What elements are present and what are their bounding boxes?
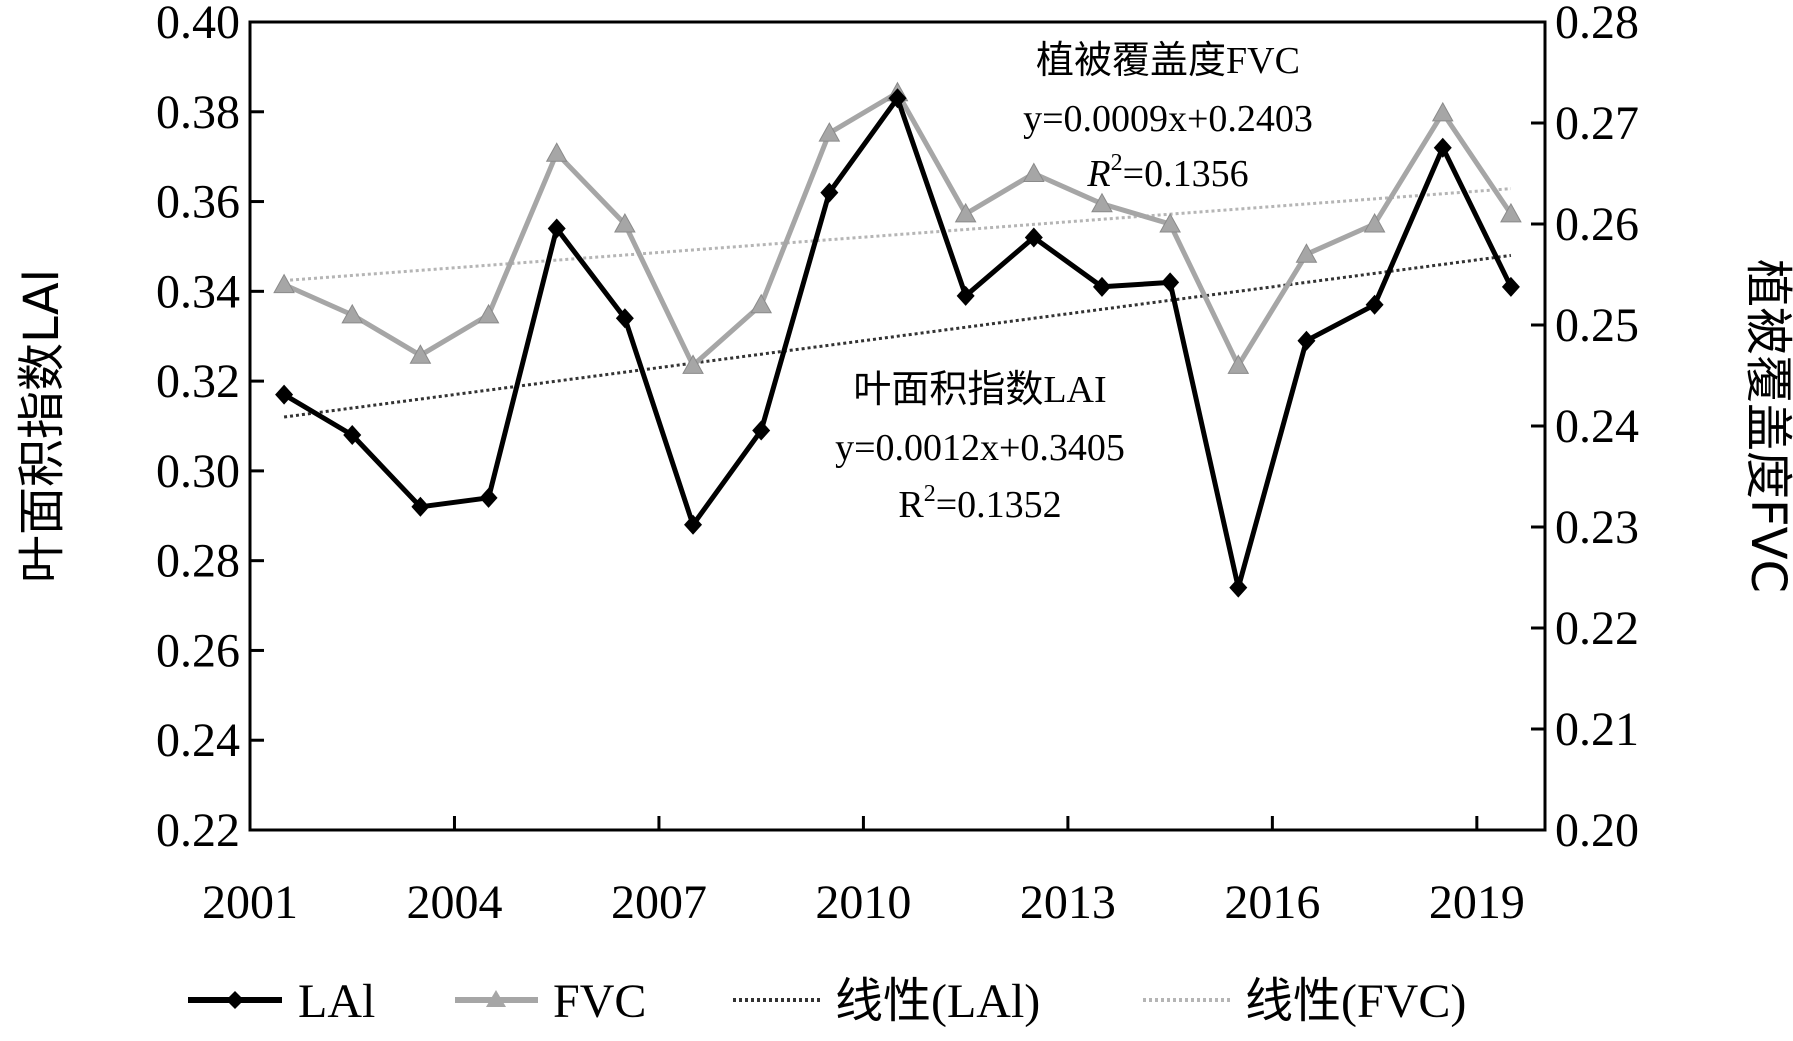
series-layer bbox=[273, 81, 1522, 598]
legend-item-lai: LAl bbox=[188, 975, 375, 1028]
lai-point-5 bbox=[615, 308, 634, 329]
fvc-point-4 bbox=[545, 142, 568, 162]
lai-point-4 bbox=[547, 218, 566, 239]
legend-item-fvc: FVC bbox=[455, 975, 646, 1028]
legend-label-linear-fvc: 线性(FVC) bbox=[1245, 975, 1466, 1028]
lai-point-17 bbox=[1433, 137, 1452, 158]
trendline-layer bbox=[283, 187, 1512, 419]
fvc-annotation-title: 植被覆盖度FVC bbox=[1036, 40, 1300, 82]
fvc-point-15 bbox=[1295, 243, 1318, 263]
lai-point-6 bbox=[684, 514, 703, 535]
fvc-point-7 bbox=[750, 293, 773, 314]
fvc-point-10 bbox=[954, 202, 977, 223]
lai-point-8 bbox=[820, 182, 839, 203]
fvc-point-8 bbox=[818, 122, 841, 142]
fvc-r-value: =0.1356 bbox=[1123, 153, 1249, 195]
fvc-point-3 bbox=[477, 303, 500, 324]
lai-annotation-title: 叶面积指数LAI bbox=[853, 369, 1106, 411]
lai-r-value: =0.1352 bbox=[936, 484, 1062, 526]
fvc-point-11 bbox=[1022, 162, 1045, 182]
fvc-point-2 bbox=[409, 344, 432, 364]
lai-r-sup: 2 bbox=[924, 481, 936, 507]
right-tick-label: 0.25 bbox=[1555, 299, 1639, 352]
legend-label-linear-lai: 线性(LAl) bbox=[835, 975, 1040, 1028]
fvc-point-17 bbox=[1431, 101, 1454, 122]
left-tick-label: 0.40 bbox=[156, 0, 240, 49]
left-tick-label: 0.36 bbox=[156, 176, 240, 229]
fvc-point-18 bbox=[1500, 202, 1522, 223]
legend-item-linear-lai: 线性(LAl) bbox=[733, 975, 1040, 1028]
trendline-1 bbox=[283, 187, 1512, 283]
fvc-annotation-r2: R2=0.1356 bbox=[1086, 150, 1248, 195]
right-tick-label: 0.22 bbox=[1555, 602, 1639, 655]
left-tick-label: 0.32 bbox=[156, 355, 240, 408]
legend: LAl FVC 线性(LAl) 线性(FVC) bbox=[188, 975, 1466, 1028]
left-tick-label: 0.28 bbox=[156, 535, 240, 588]
fvc-point-13 bbox=[1159, 212, 1181, 233]
left-tick-label: 0.38 bbox=[156, 86, 240, 139]
trendline-0 bbox=[283, 253, 1512, 419]
lai-annotation-equation: y=0.0012x+0.3405 bbox=[835, 427, 1125, 469]
lai-point-12 bbox=[1092, 276, 1111, 297]
fvc-point-12 bbox=[1091, 192, 1113, 213]
lai-point-0 bbox=[275, 384, 294, 405]
series-line-fvc bbox=[283, 90, 1513, 368]
plot-frame bbox=[248, 20, 1547, 832]
lai-point-15 bbox=[1297, 330, 1316, 351]
lai-point-13 bbox=[1161, 272, 1180, 293]
lai-point-14 bbox=[1229, 577, 1248, 598]
fvc-point-1 bbox=[341, 303, 364, 324]
right-tick-label: 0.28 bbox=[1555, 0, 1639, 49]
lai-point-16 bbox=[1365, 294, 1384, 315]
left-tick-label: 0.24 bbox=[156, 714, 240, 767]
x-tick-label: 2010 bbox=[815, 876, 911, 929]
left-tick-label: 0.34 bbox=[156, 265, 240, 318]
left-tick-label: 0.26 bbox=[156, 624, 240, 677]
x-tick-label: 2007 bbox=[611, 876, 707, 929]
right-tick-label: 0.26 bbox=[1555, 198, 1639, 251]
legend-label-lai: LAl bbox=[298, 975, 375, 1028]
legend-label-fvc: FVC bbox=[553, 975, 646, 1028]
left-axis-title: 叶面积指数LAl bbox=[14, 269, 70, 583]
fvc-point-14 bbox=[1227, 354, 1250, 374]
right-tick-label: 0.23 bbox=[1555, 501, 1639, 554]
x-tick-label: 2019 bbox=[1429, 876, 1525, 929]
fvc-r-sup: 2 bbox=[1111, 150, 1123, 176]
x-tick-label: 2013 bbox=[1020, 876, 1116, 929]
fvc-r-prefix: R bbox=[1086, 153, 1110, 195]
lai-point-2 bbox=[411, 496, 430, 517]
fvc-point-16 bbox=[1363, 212, 1386, 233]
fvc-annotation-equation: y=0.0009x+0.2403 bbox=[1023, 98, 1313, 140]
legend-marker-fvc bbox=[486, 990, 506, 1007]
right-axis-title: 植被覆盖度FVC bbox=[1740, 259, 1793, 593]
left-tick-label: 0.30 bbox=[156, 445, 240, 498]
x-tick-label: 2016 bbox=[1224, 876, 1320, 929]
right-tick-label: 0.20 bbox=[1555, 804, 1639, 857]
lai-point-11 bbox=[1024, 227, 1043, 248]
x-tick-label: 2004 bbox=[406, 876, 502, 929]
fvc-point-6 bbox=[682, 354, 704, 374]
legend-marker-lai bbox=[226, 991, 244, 1009]
lai-point-1 bbox=[343, 424, 362, 445]
lai-annotation-r2: R2=0.1352 bbox=[898, 481, 1061, 526]
lai-r-prefix: R bbox=[898, 484, 924, 526]
fvc-point-0 bbox=[273, 273, 295, 294]
lai-point-18 bbox=[1501, 276, 1520, 297]
lai-point-9 bbox=[888, 88, 907, 109]
right-tick-label: 0.21 bbox=[1555, 703, 1639, 756]
ticks-layer: 0.22 0.24 0.26 0.28 0.30 0.32 0.34 0.36 0.38 0.40… bbox=[156, 0, 1639, 929]
fvc-point-5 bbox=[614, 212, 636, 233]
right-tick-label: 0.27 bbox=[1555, 97, 1639, 150]
x-tick-label: 2001 bbox=[202, 876, 298, 929]
left-tick-label: 0.22 bbox=[156, 804, 240, 857]
right-tick-label: 0.24 bbox=[1555, 400, 1639, 453]
lai-point-10 bbox=[956, 285, 975, 306]
lai-point-7 bbox=[752, 420, 771, 441]
lai-point-3 bbox=[479, 487, 498, 508]
legend-item-linear-fvc: 线性(FVC) bbox=[1143, 975, 1466, 1028]
